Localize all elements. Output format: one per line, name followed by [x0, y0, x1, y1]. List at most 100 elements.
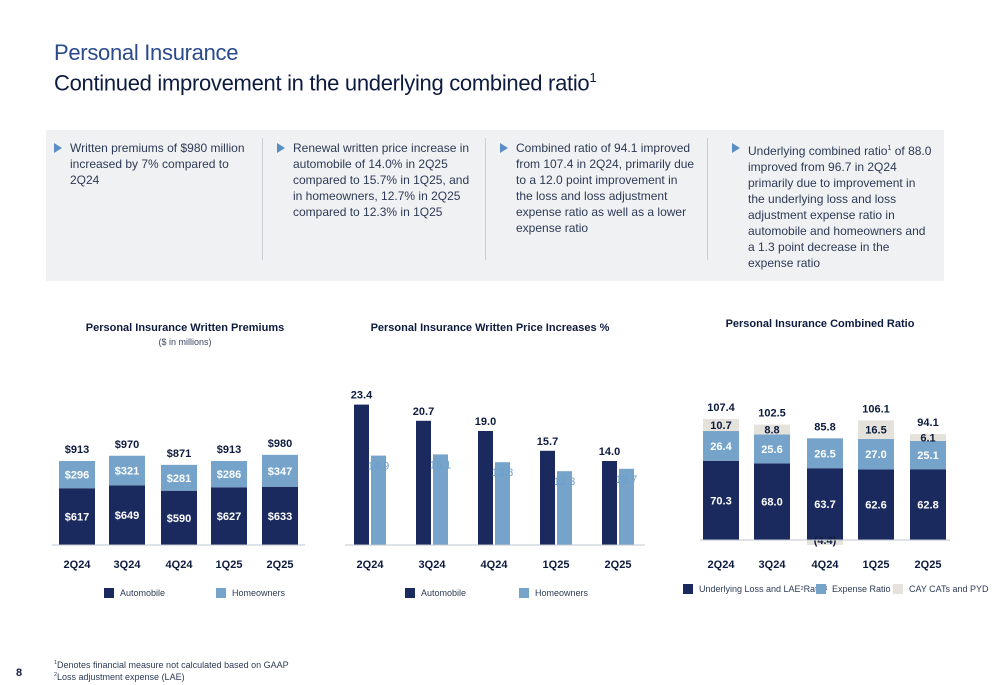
bullet-arrow-icon	[500, 143, 508, 153]
premium-bar-homeowners	[262, 454, 298, 487]
total-label: $913	[217, 444, 241, 456]
legend-swatch	[519, 588, 529, 598]
price-bar-homeowners	[619, 468, 634, 545]
data-label: $286	[217, 469, 241, 481]
total-label: 85.8	[814, 421, 835, 433]
data-label: 19.0	[475, 416, 496, 428]
total-label: $970	[115, 439, 139, 451]
ratio-bar-cat-pyd	[858, 420, 894, 440]
data-label: 15.7	[537, 436, 558, 448]
legend-swatch	[816, 584, 826, 594]
highlight-bullet: Combined ratio of 94.1 improved from 107…	[500, 140, 695, 236]
legend-item-automobile: Automobile	[405, 588, 466, 598]
data-label: 10.7	[710, 420, 731, 432]
page-number: 8	[16, 667, 23, 679]
price-bar-homeowners	[371, 455, 386, 545]
ratio-bar-underlying-loss	[703, 460, 739, 540]
x-tick-label: 4Q24	[481, 559, 509, 571]
price-bar-automobile	[602, 461, 617, 545]
total-label: 106.1	[862, 403, 890, 415]
legend-item-homeowners: Homeowners	[216, 588, 285, 598]
data-label: $281	[167, 473, 191, 485]
data-label: $590	[167, 513, 191, 525]
data-label: 27.0	[865, 449, 886, 461]
premium-bar-homeowners	[109, 455, 145, 486]
data-label: 14.0	[599, 446, 620, 458]
premium-bar-automobile	[262, 486, 298, 545]
x-tick-label: 2Q24	[708, 559, 736, 571]
x-tick-label: 2Q24	[357, 559, 385, 571]
ratio-bar-expense	[910, 440, 946, 470]
price-bar-automobile	[416, 420, 431, 545]
highlight-bullet: Written premiums of $980 million increas…	[54, 140, 249, 188]
total-label: $913	[65, 444, 89, 456]
ratio-bar-underlying-loss	[910, 469, 946, 540]
ratio-bar-cat-pyd	[910, 434, 946, 441]
legend-item-homeowners: Homeowners	[519, 588, 588, 598]
x-tick-label: 2Q25	[605, 559, 632, 571]
ratio-bar-cat-pyd	[807, 540, 843, 545]
bullet-arrow-icon	[732, 143, 740, 153]
bullet-arrow-icon	[54, 143, 62, 153]
data-label: 62.8	[917, 500, 938, 512]
x-tick-label: 1Q25	[216, 559, 243, 571]
data-label: 26.4	[710, 441, 732, 453]
ratio-bar-expense	[858, 439, 894, 470]
x-tick-label: 1Q25	[863, 559, 890, 571]
x-tick-label: 2Q25	[915, 559, 942, 571]
premium-bar-automobile	[211, 487, 247, 545]
total-label: $871	[167, 448, 191, 460]
premium-bar-homeowners	[161, 464, 197, 491]
total-label: 102.5	[758, 408, 786, 420]
footnote-1: 1Denotes financial measure not calculate…	[54, 660, 289, 670]
x-tick-label: 4Q24	[812, 559, 840, 571]
price-bar-automobile	[540, 450, 555, 545]
data-label: 63.7	[814, 499, 835, 511]
highlight-bullet: Underlying combined ratio1 of 88.0 impro…	[732, 140, 932, 271]
highlights-panel: Written premiums of $980 million increas…	[46, 130, 944, 281]
data-label: 25.1	[917, 450, 938, 462]
x-tick-label: 3Q24	[114, 559, 142, 571]
ratio-bar-expense	[703, 431, 739, 461]
legend-swatch	[683, 584, 693, 594]
data-label: $627	[217, 511, 241, 523]
premium-bar-homeowners	[211, 461, 247, 488]
data-label: 16.5	[865, 425, 886, 437]
data-label: 12.3	[554, 476, 575, 488]
premium-bar-homeowners	[59, 461, 95, 489]
ratio-bar-underlying-loss	[858, 469, 894, 540]
data-label: 15.1	[430, 459, 451, 471]
highlight-bullet: Renewal written price increase in automo…	[277, 140, 472, 220]
divider	[485, 138, 486, 260]
data-label: 6.1	[920, 432, 935, 444]
x-tick-label: 2Q24	[64, 559, 92, 571]
premium-bar-automobile	[161, 490, 197, 545]
premiums-chart-subtitle: ($ in millions)	[158, 337, 212, 347]
data-label: (4.4)	[814, 535, 837, 547]
bullet-arrow-icon	[277, 143, 285, 153]
total-label: $980	[268, 438, 292, 450]
price-bar-homeowners	[557, 471, 572, 545]
ratio-bar-expense	[807, 438, 843, 469]
legend-swatch	[893, 584, 903, 594]
x-tick-label: 3Q24	[759, 559, 787, 571]
x-tick-label: 1Q25	[543, 559, 570, 571]
divider	[707, 138, 708, 260]
total-label: 94.1	[917, 417, 938, 429]
legend-swatch	[216, 588, 226, 598]
ratio-bar-cat-pyd	[754, 424, 790, 435]
data-label: 70.3	[710, 495, 731, 507]
page-title: Personal Insurance	[54, 40, 239, 65]
data-label: 12.7	[616, 474, 637, 486]
legend-swatch	[104, 588, 114, 598]
total-label: 107.4	[707, 402, 735, 414]
footnote-2: 2Loss adjustment expense (LAE)	[54, 672, 185, 682]
legend-item-automobile: Automobile	[104, 588, 165, 598]
data-label: 68.0	[761, 497, 782, 509]
legend-item-underlying-loss: Underlying Loss and LAE 2 Ratio 1	[683, 584, 828, 594]
combined-ratio-chart-title: Personal Insurance Combined Ratio	[725, 318, 915, 330]
ratio-bar-underlying-loss	[807, 468, 843, 540]
data-label: 20.7	[413, 406, 434, 418]
ratio-bar-cat-pyd	[703, 418, 739, 432]
